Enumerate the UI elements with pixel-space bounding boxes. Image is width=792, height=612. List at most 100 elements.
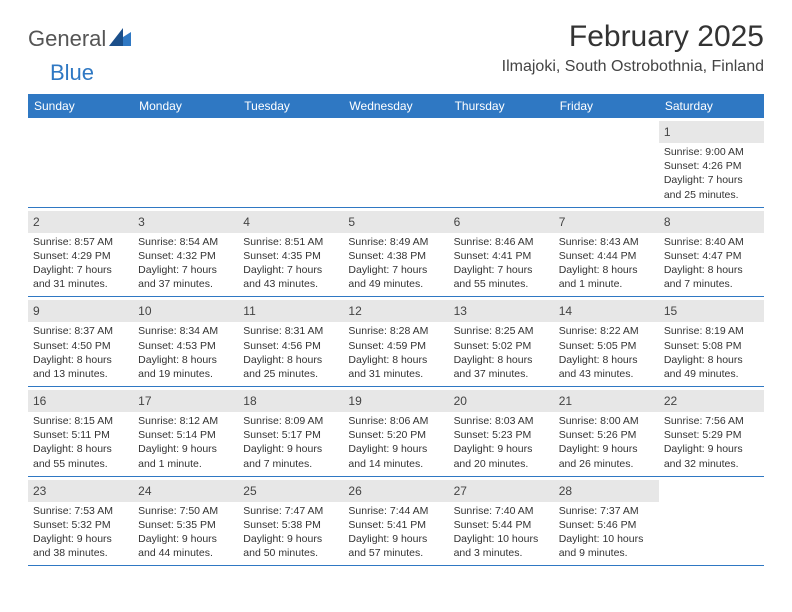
sunrise-text: Sunrise: 7:37 AM xyxy=(559,504,654,518)
weeks-container: 1Sunrise: 9:00 AMSunset: 4:26 PMDaylight… xyxy=(28,118,764,566)
daylight-text: and 1 minute. xyxy=(138,457,233,471)
calendar-cell xyxy=(28,118,133,207)
daylight-text: Daylight: 9 hours xyxy=(348,532,443,546)
daylight-text: and 55 minutes. xyxy=(33,457,128,471)
daylight-text: Daylight: 9 hours xyxy=(454,442,549,456)
sunrise-text: Sunrise: 8:37 AM xyxy=(33,324,128,338)
daynum-row: 11 xyxy=(238,300,343,322)
sunset-text: Sunset: 4:41 PM xyxy=(454,249,549,263)
day-header-sun: Sunday xyxy=(28,94,133,118)
daylight-text: and 31 minutes. xyxy=(348,367,443,381)
daylight-text: Daylight: 7 hours xyxy=(138,263,233,277)
daynum-row: 6 xyxy=(449,211,554,233)
day-number: 26 xyxy=(348,484,361,498)
logo-text-blue: Blue xyxy=(50,60,94,86)
daylight-text: and 43 minutes. xyxy=(559,367,654,381)
daynum-row: 19 xyxy=(343,390,448,412)
day-number: 24 xyxy=(138,484,151,498)
title-block: February 2025 Ilmajoki, South Ostrobothn… xyxy=(502,20,764,76)
daylight-text: and 19 minutes. xyxy=(138,367,233,381)
daylight-text: Daylight: 7 hours xyxy=(664,173,759,187)
daylight-text: Daylight: 9 hours xyxy=(243,442,338,456)
sunset-text: Sunset: 5:44 PM xyxy=(454,518,549,532)
daylight-text: Daylight: 8 hours xyxy=(559,263,654,277)
daylight-text: and 44 minutes. xyxy=(138,546,233,560)
day-header-sat: Saturday xyxy=(659,94,764,118)
calendar-cell xyxy=(449,118,554,207)
calendar-cell: 2Sunrise: 8:57 AMSunset: 4:29 PMDaylight… xyxy=(28,208,133,297)
daynum-row: 27 xyxy=(449,480,554,502)
day-number: 13 xyxy=(454,304,467,318)
calendar-cell xyxy=(133,118,238,207)
sunset-text: Sunset: 5:32 PM xyxy=(33,518,128,532)
calendar-cell: 16Sunrise: 8:15 AMSunset: 5:11 PMDayligh… xyxy=(28,387,133,476)
sunset-text: Sunset: 4:53 PM xyxy=(138,339,233,353)
daylight-text: and 9 minutes. xyxy=(559,546,654,560)
week-row: 1Sunrise: 9:00 AMSunset: 4:26 PMDaylight… xyxy=(28,118,764,208)
calendar-cell: 10Sunrise: 8:34 AMSunset: 4:53 PMDayligh… xyxy=(133,297,238,386)
daylight-text: Daylight: 8 hours xyxy=(454,353,549,367)
sunset-text: Sunset: 4:47 PM xyxy=(664,249,759,263)
calendar-cell: 23Sunrise: 7:53 AMSunset: 5:32 PMDayligh… xyxy=(28,477,133,566)
calendar: Sunday Monday Tuesday Wednesday Thursday… xyxy=(28,94,764,566)
sunrise-text: Sunrise: 8:19 AM xyxy=(664,324,759,338)
day-header-fri: Friday xyxy=(554,94,659,118)
daylight-text: and 43 minutes. xyxy=(243,277,338,291)
day-number: 11 xyxy=(243,304,255,318)
day-number: 9 xyxy=(33,304,40,318)
daylight-text: Daylight: 9 hours xyxy=(664,442,759,456)
daynum-row: 9 xyxy=(28,300,133,322)
sunset-text: Sunset: 5:35 PM xyxy=(138,518,233,532)
calendar-cell: 1Sunrise: 9:00 AMSunset: 4:26 PMDaylight… xyxy=(659,118,764,207)
daynum-row: 1 xyxy=(659,121,764,143)
daylight-text: and 26 minutes. xyxy=(559,457,654,471)
day-header-mon: Monday xyxy=(133,94,238,118)
daynum-row: 12 xyxy=(343,300,448,322)
calendar-cell: 4Sunrise: 8:51 AMSunset: 4:35 PMDaylight… xyxy=(238,208,343,297)
calendar-cell: 12Sunrise: 8:28 AMSunset: 4:59 PMDayligh… xyxy=(343,297,448,386)
sunset-text: Sunset: 5:26 PM xyxy=(559,428,654,442)
daylight-text: Daylight: 8 hours xyxy=(138,353,233,367)
day-number: 4 xyxy=(243,215,250,229)
daynum-row: 4 xyxy=(238,211,343,233)
day-number: 18 xyxy=(243,394,256,408)
daylight-text: and 50 minutes. xyxy=(243,546,338,560)
calendar-cell: 13Sunrise: 8:25 AMSunset: 5:02 PMDayligh… xyxy=(449,297,554,386)
calendar-cell xyxy=(343,118,448,207)
sunrise-text: Sunrise: 8:03 AM xyxy=(454,414,549,428)
sunrise-text: Sunrise: 8:54 AM xyxy=(138,235,233,249)
calendar-cell: 6Sunrise: 8:46 AMSunset: 4:41 PMDaylight… xyxy=(449,208,554,297)
day-number: 23 xyxy=(33,484,46,498)
sunset-text: Sunset: 4:38 PM xyxy=(348,249,443,263)
sunrise-text: Sunrise: 8:00 AM xyxy=(559,414,654,428)
sunrise-text: Sunrise: 7:56 AM xyxy=(664,414,759,428)
calendar-cell: 11Sunrise: 8:31 AMSunset: 4:56 PMDayligh… xyxy=(238,297,343,386)
sunrise-text: Sunrise: 8:12 AM xyxy=(138,414,233,428)
sunset-text: Sunset: 4:29 PM xyxy=(33,249,128,263)
daylight-text: and 49 minutes. xyxy=(348,277,443,291)
daynum-row: 5 xyxy=(343,211,448,233)
sunset-text: Sunset: 4:59 PM xyxy=(348,339,443,353)
daylight-text: Daylight: 8 hours xyxy=(33,442,128,456)
day-number: 19 xyxy=(348,394,361,408)
daylight-text: Daylight: 8 hours xyxy=(559,353,654,367)
daynum-row: 13 xyxy=(449,300,554,322)
day-number: 12 xyxy=(348,304,361,318)
sunrise-text: Sunrise: 8:46 AM xyxy=(454,235,549,249)
daylight-text: and 3 minutes. xyxy=(454,546,549,560)
day-number: 2 xyxy=(33,215,40,229)
daynum-row: 23 xyxy=(28,480,133,502)
sunset-text: Sunset: 5:05 PM xyxy=(559,339,654,353)
daynum-row: 15 xyxy=(659,300,764,322)
daylight-text: and 38 minutes. xyxy=(33,546,128,560)
daylight-text: Daylight: 8 hours xyxy=(664,263,759,277)
daylight-text: and 13 minutes. xyxy=(33,367,128,381)
daylight-text: Daylight: 7 hours xyxy=(348,263,443,277)
sunset-text: Sunset: 5:17 PM xyxy=(243,428,338,442)
calendar-cell xyxy=(659,477,764,566)
calendar-cell xyxy=(238,118,343,207)
daylight-text: and 20 minutes. xyxy=(454,457,549,471)
calendar-cell: 25Sunrise: 7:47 AMSunset: 5:38 PMDayligh… xyxy=(238,477,343,566)
daynum-row: 16 xyxy=(28,390,133,412)
day-number: 27 xyxy=(454,484,467,498)
